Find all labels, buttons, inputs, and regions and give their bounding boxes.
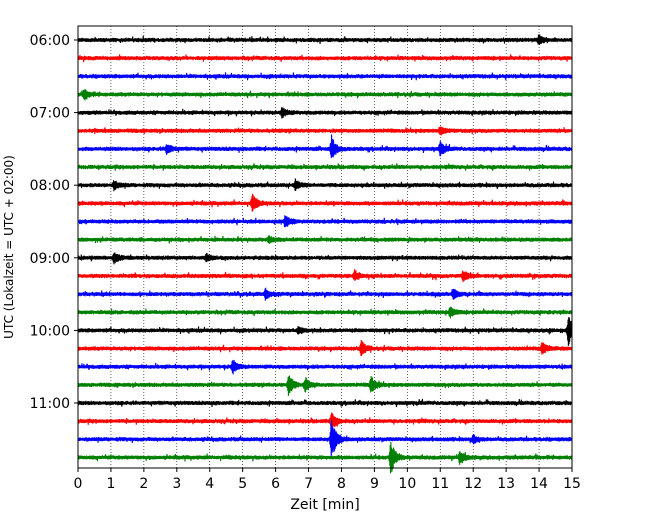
trace-0930 (77, 287, 573, 301)
trace-0615 (77, 54, 573, 63)
trace-1115 (77, 412, 573, 429)
y-tick-label: 07:00 (30, 106, 70, 122)
trace-0830 (77, 215, 573, 228)
x-tick-label: 8 (337, 476, 346, 492)
trace-0745 (77, 163, 573, 171)
y-axis-ticks: 06:00 07:00 08:00 09:00 10:00 11:00 (30, 33, 78, 412)
x-tick-label: 4 (205, 476, 214, 492)
y-axis-label: UTC (Lokalzeit = UTC + 02:00) (2, 155, 16, 339)
trace-1130 (77, 420, 573, 459)
x-tick-label: 0 (74, 476, 83, 492)
x-axis-label: Zeit [min] (290, 497, 359, 513)
trace-0730 (77, 134, 573, 159)
x-tick-label: 3 (172, 476, 181, 492)
trace-0845 (77, 235, 573, 244)
x-tick-label: 13 (497, 476, 515, 492)
x-tick-label: 12 (464, 476, 482, 492)
x-tick-label: 7 (304, 476, 313, 492)
x-tick-label: 5 (238, 476, 247, 492)
y-tick-label: 11:00 (30, 396, 70, 412)
trace-1030 (77, 359, 573, 375)
trace-0715 (77, 126, 573, 136)
x-axis-ticks: 0 1 2 3 4 5 6 7 8 9 10 11 12 13 14 15 (74, 468, 581, 492)
trace-0800 (77, 178, 573, 192)
x-tick-label: 1 (106, 476, 115, 492)
trace-1015 (77, 339, 573, 356)
x-tick-label: 9 (370, 476, 379, 492)
trace-0915 (77, 269, 573, 283)
trace-0945 (77, 306, 573, 319)
x-tick-label: 10 (398, 476, 416, 492)
trace-1100 (77, 398, 573, 408)
trace-0600 (77, 34, 573, 45)
y-tick-label: 06:00 (30, 33, 70, 49)
trace-1145 (77, 441, 573, 474)
x-tick-label: 6 (271, 476, 280, 492)
trace-1045 (77, 375, 573, 396)
x-tick-label: 11 (431, 476, 449, 492)
x-tick-label: 2 (139, 476, 148, 492)
x-tick-label: 14 (530, 476, 548, 492)
trace-0900 (77, 252, 573, 265)
trace-0630 (77, 72, 573, 81)
trace-0815 (77, 193, 573, 212)
y-tick-label: 09:00 (30, 251, 70, 267)
trace-group (77, 34, 573, 474)
y-tick-label: 08:00 (30, 178, 70, 194)
x-tick-label: 15 (563, 476, 581, 492)
y-tick-label: 10:00 (30, 323, 70, 339)
trace-1000 (77, 317, 573, 346)
trace-0700 (77, 107, 573, 119)
plot-frame (77, 25, 573, 469)
trace-0645 (77, 89, 573, 101)
